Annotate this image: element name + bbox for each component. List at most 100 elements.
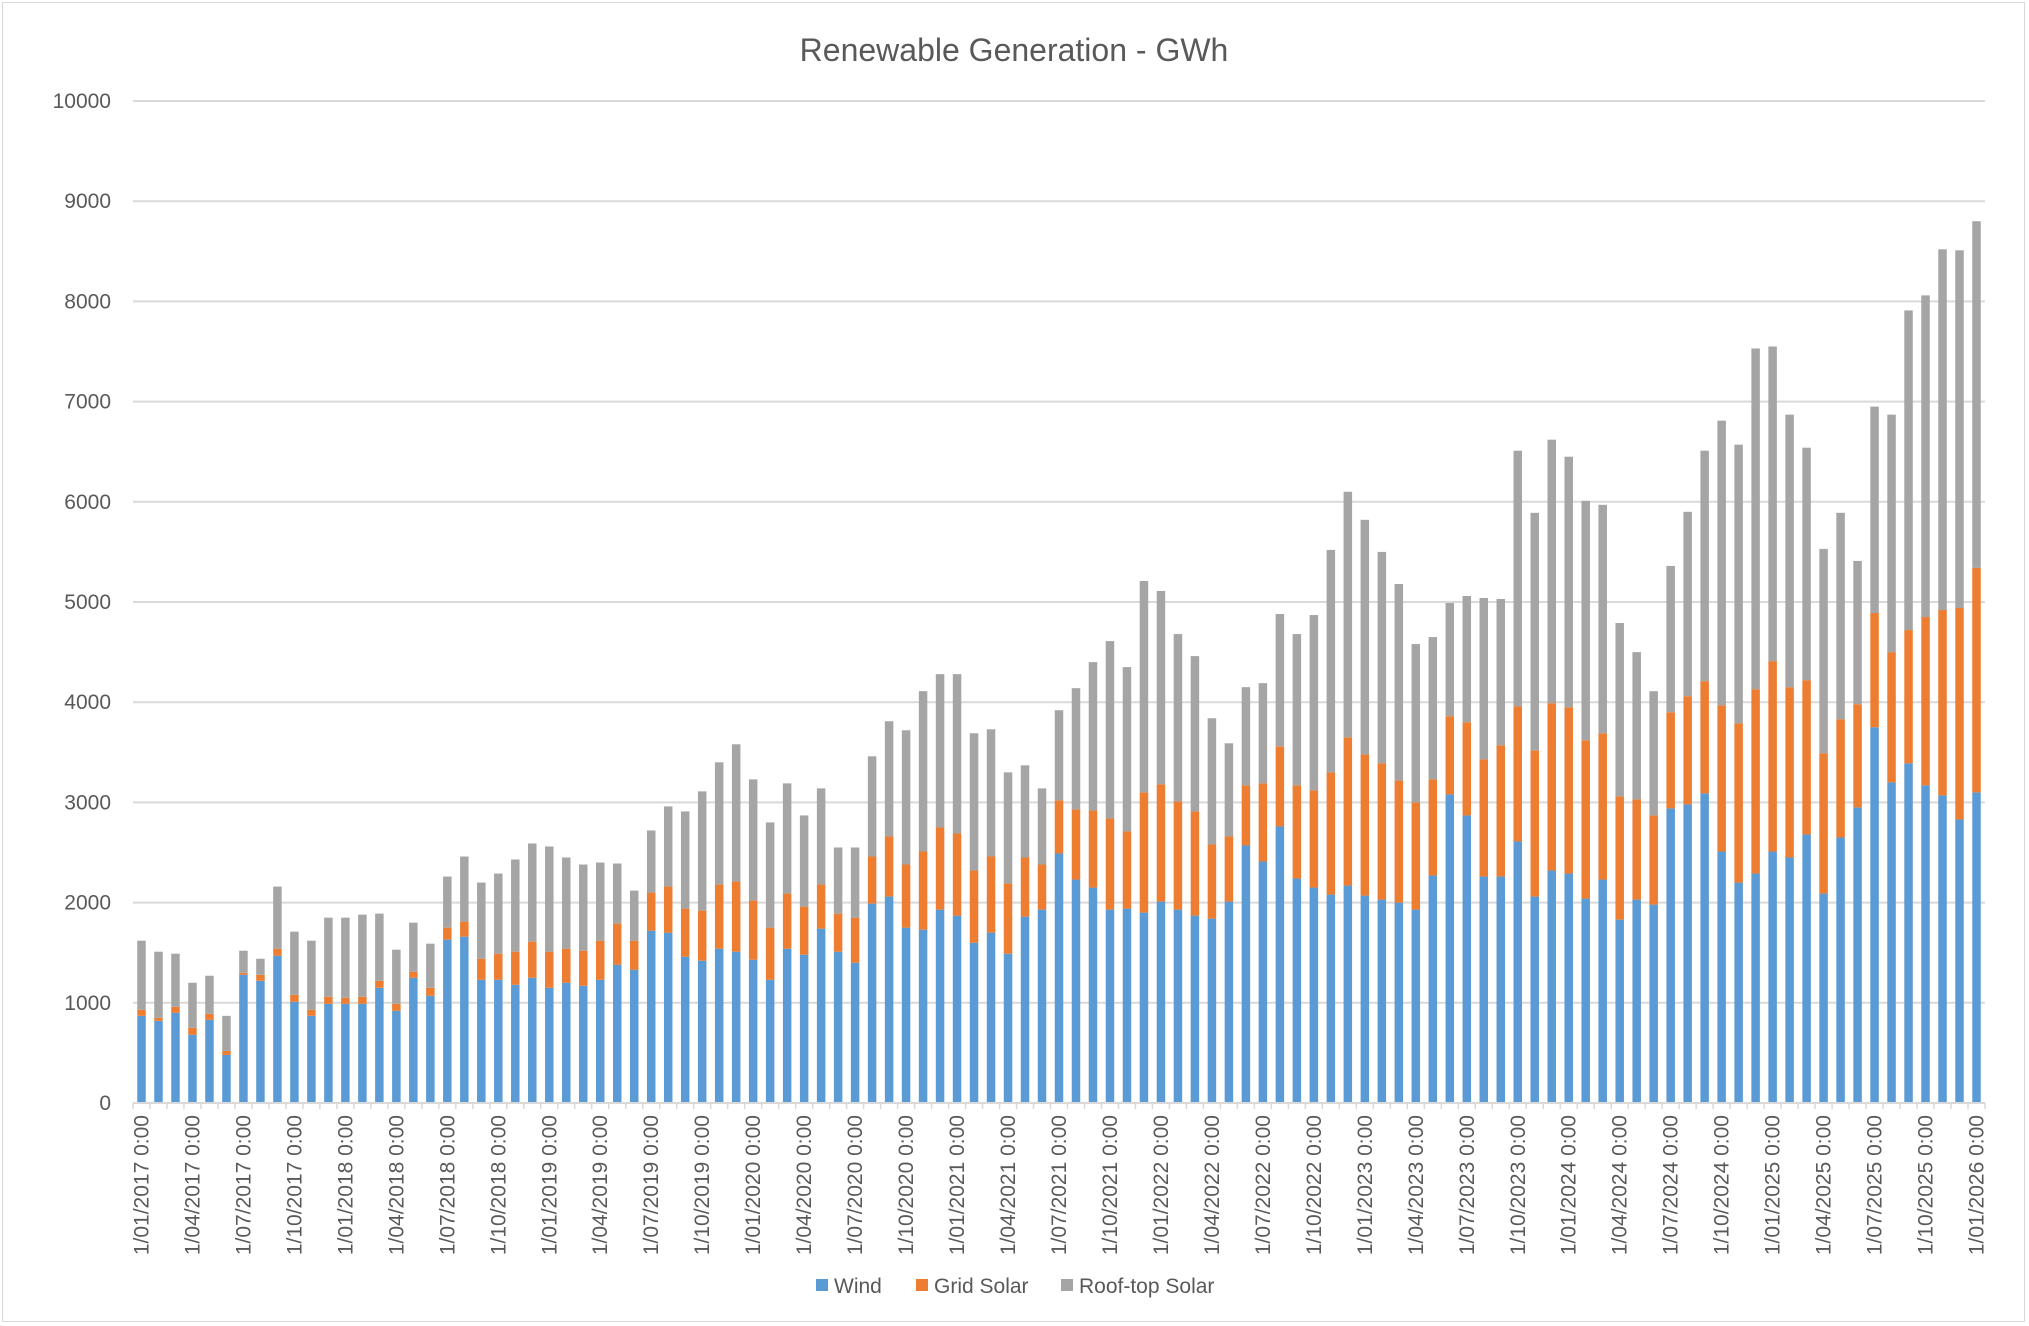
bar-grid-solar	[579, 950, 588, 986]
bar-grid-solar	[1632, 799, 1641, 900]
bar-roof-top-solar	[239, 950, 248, 973]
bar-roof-top-solar	[748, 779, 758, 901]
x-tick-label: 1/10/2018 0:00	[487, 1115, 510, 1255]
bar-roof-top-solar	[1343, 491, 1353, 738]
bar-wind	[782, 948, 792, 1103]
bar-roof-top-solar	[1513, 450, 1522, 707]
bar-grid-solar	[1615, 796, 1624, 920]
bar-grid-solar	[1921, 617, 1930, 786]
bar-grid-solar	[1343, 737, 1353, 886]
bar-wind	[1734, 882, 1743, 1103]
bar-wind	[1326, 894, 1336, 1103]
bar-wind	[1887, 782, 1896, 1103]
bar-roof-top-solar	[1394, 583, 1404, 781]
bar-roof-top-solar	[901, 730, 911, 865]
bar-wind	[1258, 861, 1268, 1103]
bar-roof-top-solar	[477, 882, 486, 959]
bar-wind	[1870, 727, 1879, 1103]
bar-wind	[697, 960, 707, 1103]
x-tick-label: 1/01/2024 0:00	[1558, 1115, 1581, 1255]
bar-roof-top-solar	[867, 756, 877, 857]
bar-grid-solar	[1530, 750, 1539, 897]
bar-wind	[646, 930, 656, 1103]
bar-grid-solar	[137, 1009, 146, 1016]
bar-grid-solar	[986, 856, 996, 933]
bar-wind	[612, 964, 622, 1103]
bar-grid-solar	[629, 940, 639, 970]
x-tick-label: 1/07/2018 0:00	[436, 1115, 459, 1255]
bar-roof-top-solar	[1734, 444, 1743, 724]
bar-wind	[1921, 785, 1930, 1103]
bar-roof-top-solar	[1224, 743, 1234, 837]
x-tick-label: 1/07/2025 0:00	[1864, 1115, 1887, 1255]
bar-grid-solar	[646, 892, 656, 931]
bar-roof-top-solar	[545, 846, 554, 952]
x-tick-label: 1/07/2017 0:00	[232, 1115, 255, 1255]
bar-grid-solar	[952, 833, 962, 916]
x-tick-label: 1/10/2021 0:00	[1099, 1115, 1122, 1255]
bar-wind	[1802, 834, 1811, 1103]
bar-roof-top-solar	[1258, 683, 1268, 784]
bar-roof-top-solar	[1071, 688, 1081, 810]
bar-roof-top-solar	[714, 762, 724, 885]
bar-wind	[969, 942, 979, 1103]
bar-roof-top-solar	[1547, 439, 1556, 704]
bar-roof-top-solar	[392, 949, 401, 1004]
bar-grid-solar	[731, 881, 741, 952]
bar-grid-solar	[392, 1003, 401, 1011]
bar-grid-solar	[1139, 792, 1149, 913]
bar-grid-solar	[1751, 689, 1760, 874]
bar-roof-top-solar	[1496, 598, 1506, 746]
y-tick-label: 0	[99, 1092, 111, 1115]
bar-wind	[884, 896, 894, 1103]
bar-wind	[799, 954, 809, 1103]
bar-grid-solar	[1581, 740, 1590, 899]
bar-wind	[545, 987, 554, 1103]
bar-wind	[1717, 851, 1726, 1103]
x-tick-label: 1/01/2018 0:00	[334, 1115, 357, 1255]
bar-roof-top-solar	[884, 721, 894, 837]
bar-roof-top-solar	[1870, 406, 1879, 614]
bar-roof-top-solar	[562, 857, 571, 949]
bar-wind	[1003, 953, 1013, 1103]
bar-wind	[1462, 815, 1472, 1103]
bar-roof-top-solar	[731, 744, 741, 882]
bar-wind	[1581, 898, 1590, 1103]
bar-grid-solar	[222, 1050, 231, 1055]
bar-grid-solar	[918, 851, 928, 930]
bar-grid-solar	[1054, 800, 1064, 854]
bar-wind	[205, 1019, 214, 1103]
bar-roof-top-solar	[1751, 348, 1760, 690]
bar-roof-top-solar	[154, 951, 163, 1018]
bar-wind	[850, 962, 860, 1103]
bar-roof-top-solar	[1972, 221, 1981, 568]
bar-grid-solar	[935, 827, 945, 910]
bar-roof-top-solar	[1666, 565, 1675, 713]
bar-roof-top-solar	[1717, 420, 1726, 706]
bar-grid-solar	[1071, 809, 1081, 880]
bar-roof-top-solar	[1819, 548, 1828, 754]
bar-grid-solar	[884, 836, 894, 897]
bar-grid-solar	[256, 974, 265, 981]
bar-grid-solar	[867, 856, 877, 904]
x-tick-label: 1/01/2019 0:00	[538, 1115, 561, 1255]
bar-roof-top-solar	[1683, 511, 1692, 697]
x-tick-label: 1/01/2017 0:00	[130, 1115, 153, 1255]
bar-wind	[290, 1001, 299, 1103]
bar-roof-top-solar	[528, 843, 537, 942]
bar-wind	[324, 1003, 333, 1103]
x-tick-label: 1/01/2021 0:00	[946, 1115, 969, 1255]
bar-grid-solar	[1292, 785, 1302, 879]
bar-wind	[1649, 904, 1658, 1103]
bar-wind	[1904, 763, 1913, 1103]
bar-wind	[596, 979, 605, 1103]
bar-grid-solar	[765, 927, 775, 980]
legend-label-roof-top-solar: Roof-top Solar	[1079, 1275, 1214, 1298]
bar-grid-solar	[663, 886, 673, 933]
bar-grid-solar	[1190, 811, 1200, 916]
bar-wind	[1037, 909, 1047, 1103]
bar-roof-top-solar	[1428, 637, 1438, 780]
bar-roof-top-solar	[697, 791, 707, 911]
bar-grid-solar	[460, 921, 469, 937]
bar-grid-solar	[477, 958, 486, 980]
